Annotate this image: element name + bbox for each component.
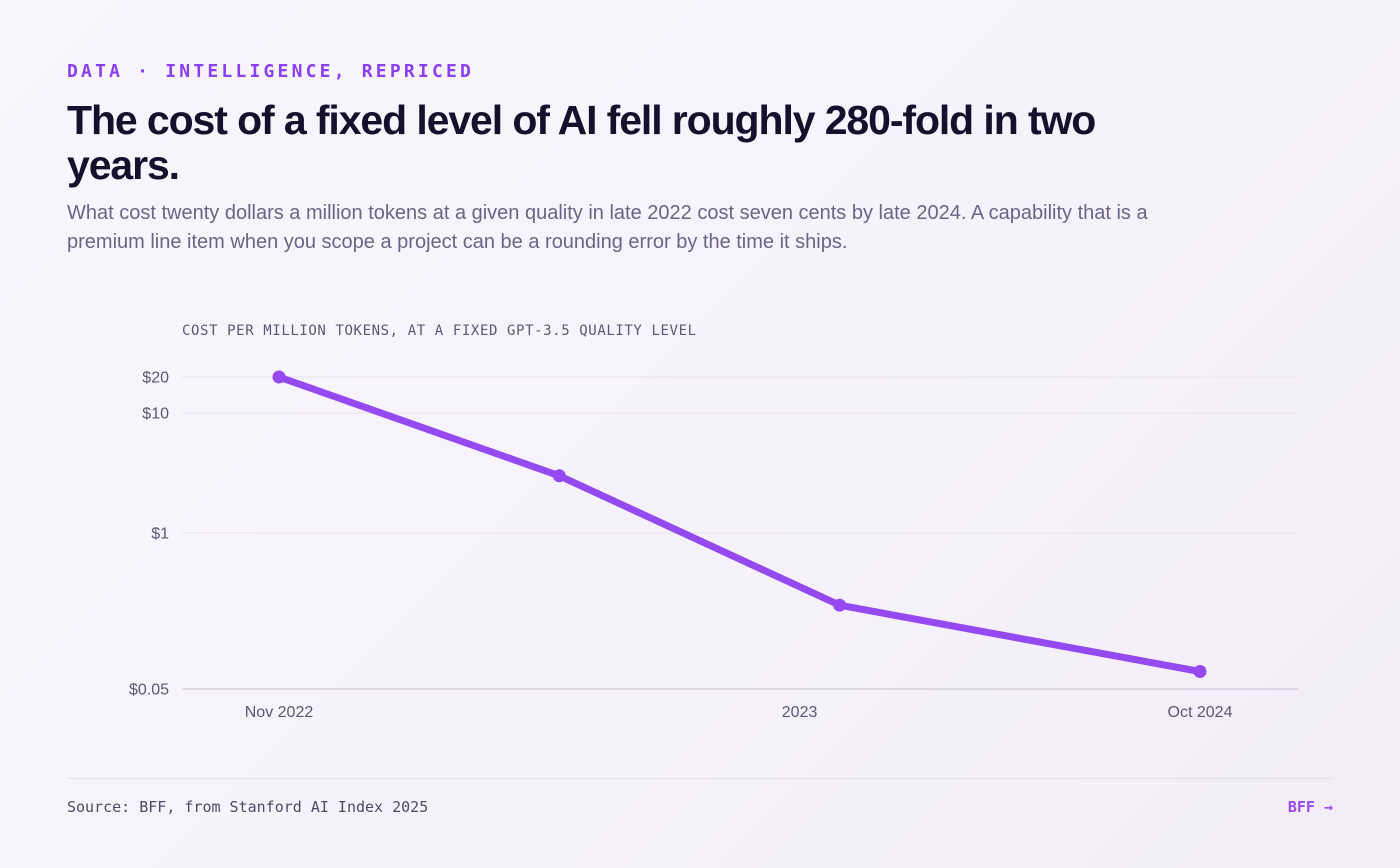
eyebrow-label: DATA · INTELLIGENCE, REPRICED	[67, 61, 475, 82]
source-note: Source: BFF, from Stanford AI Index 2025	[67, 798, 429, 816]
page-title: The cost of a fixed level of AI fell rou…	[67, 97, 1096, 188]
data-point	[272, 370, 286, 384]
x-axis-ticks: Nov 2022 2023 Oct 2024	[245, 704, 1233, 721]
y-tick-label: $10	[142, 406, 169, 423]
x-tick-label: 2023	[782, 704, 818, 721]
y-tick-label: $20	[142, 370, 169, 387]
data-point	[552, 469, 566, 483]
data-point	[833, 598, 847, 612]
gridlines	[182, 376, 1298, 690]
y-tick-label: $1	[151, 526, 169, 543]
data-point	[1193, 664, 1207, 678]
y-axis-ticks: $20 $10 $1 $0.05	[129, 370, 169, 699]
y-tick-label: $0.05	[129, 682, 169, 699]
cost-line-chart: COST PER MILLION TOKENS, AT A FIXED GPT-…	[129, 323, 1298, 721]
chart-title: COST PER MILLION TOKENS, AT A FIXED GPT-…	[182, 323, 697, 339]
series-cost	[272, 370, 1207, 678]
series-line	[275, 373, 1204, 675]
x-tick-label: Nov 2022	[245, 704, 314, 721]
x-tick-label: Oct 2024	[1168, 704, 1233, 721]
page-subtitle: What cost twenty dollars a million token…	[67, 202, 1148, 253]
brand-link[interactable]: BFF →	[1287, 798, 1333, 816]
footer-divider	[67, 778, 1333, 779]
